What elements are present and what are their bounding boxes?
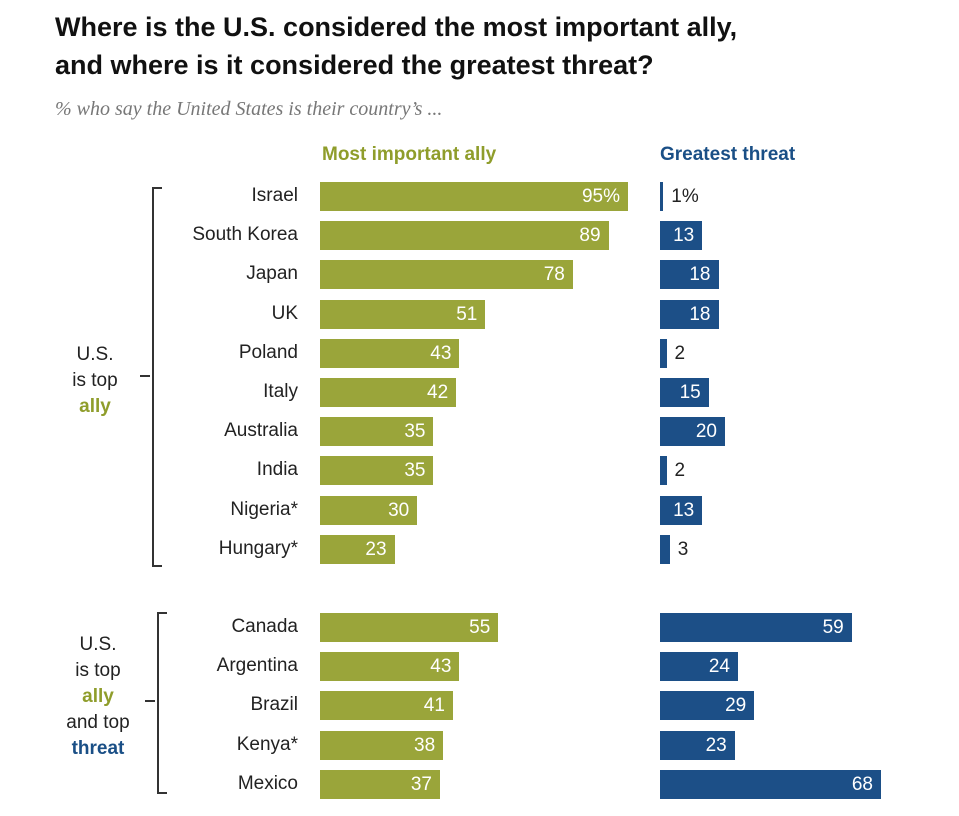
ally-value-canada: 55	[469, 617, 491, 638]
ally-bar-kenya	[320, 730, 444, 760]
threat-bar-nigeria	[660, 495, 703, 525]
ally-bar-israel	[320, 182, 628, 211]
group2-line1: U.S.	[79, 634, 117, 655]
chart-title: Where is the U.S. considered the most im…	[55, 8, 945, 84]
threat-value-uk: 18	[689, 303, 711, 325]
country-label-hungary: Hungary*	[218, 537, 298, 559]
threat-column-header: Greatest threat	[660, 144, 796, 165]
country-label-uk: UK	[271, 302, 298, 324]
ally-value-brazil: 41	[423, 695, 445, 717]
ally-bar-canada	[320, 613, 499, 642]
threat-bar-argentina	[660, 652, 738, 682]
ally-bar-brazil	[320, 691, 453, 721]
group-bracket-tick	[145, 700, 155, 702]
ally-bar-japan	[320, 260, 573, 290]
threat-bar-poland	[660, 338, 667, 368]
threat-bar-canada	[660, 613, 852, 642]
threat-value-hungary: 3	[677, 538, 689, 560]
country-label-poland: Poland	[238, 341, 298, 363]
threat-bar-hungary	[660, 534, 670, 564]
country-label-nigeria: Nigeria*	[230, 498, 298, 520]
threat-value-israel: 1%	[671, 186, 699, 207]
country-label-india: India	[256, 459, 298, 481]
country-label-mexico: Mexico	[237, 772, 298, 794]
ally-value-japan: 78	[543, 264, 565, 286]
ally-value-argentina: 43	[430, 656, 452, 678]
ally-bar-australia	[320, 417, 434, 447]
group2-and-top: and top	[66, 712, 130, 733]
threat-bar-japan	[660, 260, 719, 290]
country-label-italy: Italy	[263, 381, 298, 402]
group2-line2: is top	[75, 660, 121, 681]
title-line-2: and where is it considered the greatest …	[55, 50, 654, 80]
threat-value-argentina: 24	[708, 656, 730, 678]
threat-value-japan: 18	[689, 264, 711, 286]
country-label-argentina: Argentina	[216, 655, 298, 677]
ally-value-italy: 42	[427, 382, 449, 403]
group1-ally-word: ally	[79, 396, 111, 417]
ally-value-uk: 51	[456, 303, 478, 325]
ally-bar-italy	[320, 378, 457, 407]
threat-bar-kenya	[660, 730, 735, 760]
country-label-israel: Israel	[251, 185, 298, 206]
threat-value-kenya: 23	[705, 734, 727, 756]
threat-bar-italy	[660, 378, 709, 407]
ally-bar-india	[320, 456, 434, 486]
threat-bar-mexico	[660, 769, 881, 799]
country-label-kenya: Kenya*	[236, 733, 298, 755]
group-bracket-top-ally	[152, 187, 162, 567]
ally-value-hungary: 23	[365, 538, 387, 560]
ally-column-header: Most important ally	[322, 144, 497, 165]
ally-value-india: 35	[404, 460, 426, 482]
ally-value-poland: 43	[430, 342, 452, 364]
ally-bar-argentina	[320, 652, 460, 682]
threat-value-mexico: 68	[851, 773, 873, 795]
group-bracket-ally-and-threat	[157, 612, 167, 794]
country-label-brazil: Brazil	[250, 694, 298, 716]
ally-value-south-korea: 89	[579, 225, 601, 247]
ally-value-israel: 95%	[581, 186, 620, 207]
threat-value-south-korea: 13	[673, 225, 695, 247]
threat-bar-india	[660, 456, 667, 486]
threat-value-canada: 59	[822, 617, 844, 638]
threat-value-poland: 2	[674, 342, 686, 364]
group-label-top-ally: U.S. is top ally	[50, 342, 140, 420]
ally-bar-south-korea	[320, 221, 609, 251]
threat-value-brazil: 29	[725, 695, 747, 717]
group2-ally-word: ally	[82, 686, 114, 707]
ally-bar-uk	[320, 299, 486, 329]
threat-value-italy: 15	[679, 382, 701, 403]
group2-threat-word: threat	[71, 738, 125, 759]
group1-line1: U.S.	[76, 344, 114, 365]
country-label-japan: Japan	[246, 263, 298, 285]
threat-value-nigeria: 13	[673, 499, 695, 521]
ally-value-mexico: 37	[410, 773, 432, 795]
threat-value-india: 2	[674, 460, 686, 482]
ally-value-kenya: 38	[414, 734, 436, 756]
country-label-australia: Australia	[224, 420, 298, 442]
threat-bar-israel	[660, 182, 664, 211]
ally-value-nigeria: 30	[388, 499, 410, 521]
ally-bar-nigeria	[320, 495, 418, 525]
ally-bar-poland	[320, 338, 460, 368]
group-label-ally-and-threat: U.S. is top ally and top threat	[50, 632, 146, 762]
title-line-1: Where is the U.S. considered the most im…	[55, 12, 738, 42]
country-label-canada: Canada	[231, 616, 298, 637]
ally-bar-hungary	[320, 534, 395, 564]
ally-bar-mexico	[320, 769, 440, 799]
threat-bar-uk	[660, 299, 719, 329]
threat-bar-south-korea	[660, 221, 703, 251]
ally-value-australia: 35	[404, 421, 426, 443]
group-bracket-tick	[140, 375, 150, 377]
threat-value-australia: 20	[695, 421, 717, 443]
country-label-south-korea: South Korea	[192, 224, 298, 246]
group1-line2: is top	[72, 370, 118, 391]
threat-bar-australia	[660, 417, 725, 447]
threat-bar-brazil	[660, 691, 755, 721]
chart-subtitle: % who say the United States is their cou…	[55, 98, 443, 120]
